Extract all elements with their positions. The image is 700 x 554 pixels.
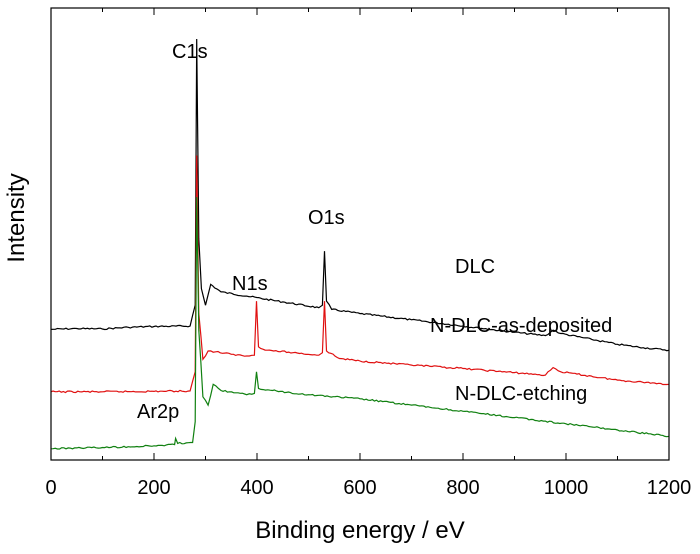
series-layer <box>50 38 670 450</box>
series-line-n-dlc-as-deposited <box>50 155 670 394</box>
label-ndlc-as-deposited: N-DLC-as-deposited <box>430 315 612 337</box>
x-tick-label-200: 200 <box>137 477 170 499</box>
tick-layer: 0 200 400 600 800 1000 1200 <box>45 8 691 499</box>
annotation-ar2p: Ar2p <box>137 401 179 423</box>
x-tick-label-800: 800 <box>446 477 479 499</box>
annotation-n1s: N1s <box>232 273 268 295</box>
x-tick-label-1000: 1000 <box>544 477 589 499</box>
annotation-o1s: O1s <box>308 207 345 229</box>
annotation-c1s: C1s <box>172 41 208 63</box>
x-tick-label-600: 600 <box>343 477 376 499</box>
label-dlc: DLC <box>455 256 495 278</box>
x-tick-label-400: 400 <box>240 477 273 499</box>
series-line-dlc <box>50 38 670 352</box>
y-axis-title: Intensity <box>3 173 30 262</box>
x-tick-label-1200: 1200 <box>647 477 692 499</box>
series-line-n-dlc-etching <box>50 197 670 450</box>
label-ndlc-etching: N-DLC-etching <box>455 383 587 405</box>
x-axis-title: Binding energy / eV <box>255 517 464 544</box>
x-tick-label-0: 0 <box>45 477 56 499</box>
